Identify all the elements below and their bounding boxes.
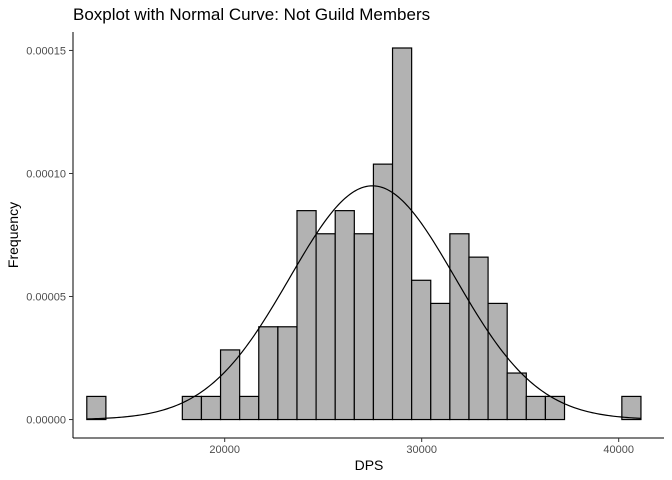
x-tick-label: 20000 — [209, 444, 240, 456]
histogram-bar — [487, 302, 508, 421]
histogram-bar — [449, 233, 470, 421]
x-axis-title: DPS — [355, 457, 384, 473]
x-axis-ticks: 20000 30000 40000 — [209, 438, 634, 456]
histogram-bar — [544, 395, 566, 421]
histogram-bar — [391, 47, 413, 421]
histogram-bar — [200, 395, 222, 421]
histogram-bar — [239, 395, 260, 421]
histogram-bar — [353, 233, 375, 421]
chart-title: Boxplot with Normal Curve: Not Guild Mem… — [73, 5, 430, 24]
histogram-bar — [506, 372, 527, 421]
y-tick-label: 0.00000 — [26, 415, 66, 427]
histogram-bar — [525, 395, 547, 421]
histogram-bar — [86, 395, 107, 421]
histogram-bar — [468, 256, 489, 421]
histogram-bar — [372, 163, 394, 421]
histogram-bar — [277, 326, 298, 421]
histogram-bar — [430, 302, 451, 421]
x-tick-label: 30000 — [406, 444, 437, 456]
y-axis-title: Frequency — [5, 202, 21, 268]
histogram-bar — [296, 210, 317, 421]
y-tick-label: 0.00010 — [26, 168, 66, 180]
histogram-bars — [86, 47, 642, 421]
normal-curve — [86, 185, 641, 420]
histogram-bar — [411, 279, 432, 421]
histogram-bar — [258, 326, 279, 421]
histogram-bar — [315, 233, 336, 421]
histogram-bar — [621, 395, 642, 421]
x-tick-label: 40000 — [603, 444, 634, 456]
y-tick-label: 0.00005 — [26, 292, 66, 304]
histogram-bar — [334, 210, 355, 421]
histogram-bar — [219, 349, 241, 421]
y-tick-label: 0.00015 — [26, 45, 66, 57]
histogram-bar — [181, 395, 203, 421]
y-axis-ticks: 0.00000 0.00005 0.00010 0.00015 — [26, 45, 73, 427]
